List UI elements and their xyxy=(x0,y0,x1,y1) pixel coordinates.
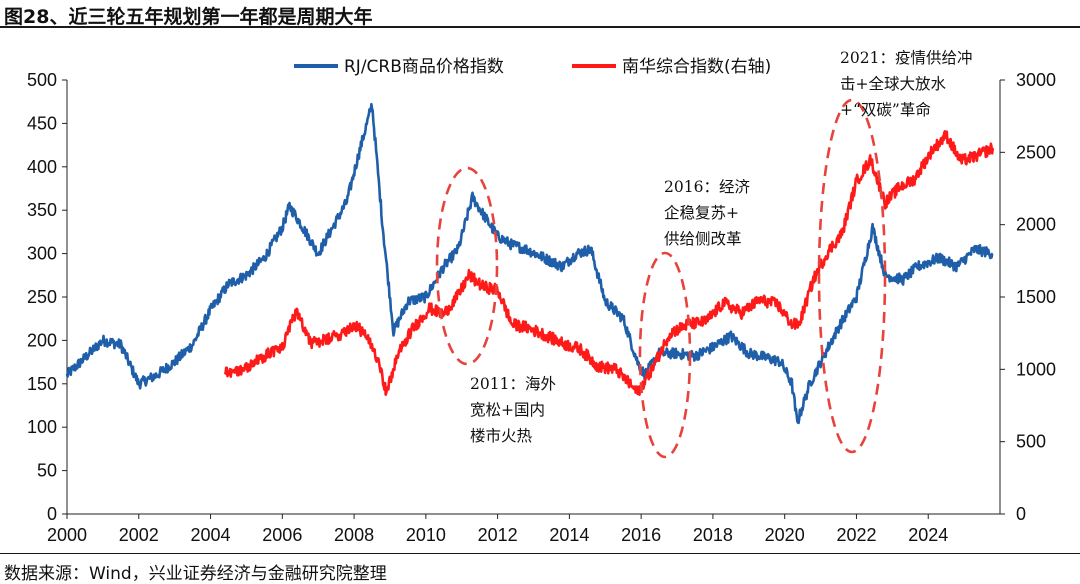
legend-label: 南华综合指数(右轴) xyxy=(622,57,771,77)
y-right-tick-label: 3000 xyxy=(1016,70,1056,90)
x-tick-label: 2024 xyxy=(908,525,948,545)
y-right-tick-label: 1000 xyxy=(1016,359,1056,379)
annotation-text: 2011：海外 xyxy=(470,375,556,393)
highlight-ellipses xyxy=(435,98,887,459)
title-divider xyxy=(0,26,1080,28)
x-tick-label: 2006 xyxy=(262,525,302,545)
series-line-rj-crb xyxy=(65,102,994,425)
series-lines xyxy=(65,102,995,425)
annotation-text: +“双碳”革命 xyxy=(840,101,931,119)
annotation-text: 供给侧改革 xyxy=(664,230,742,248)
annotation-text: 企稳复苏+ xyxy=(664,204,739,222)
x-tick-label: 2004 xyxy=(191,525,231,545)
y-left-tick-label: 350 xyxy=(27,200,57,220)
y-left-tick-label: 500 xyxy=(27,70,57,90)
y-right-tick-label: 2500 xyxy=(1016,142,1056,162)
y-right-tick-label: 1500 xyxy=(1016,287,1056,307)
source-note: 数据来源：Wind，兴业证券经济与金融研究院整理 xyxy=(4,564,387,584)
x-tick-label: 2000 xyxy=(47,525,87,545)
chart-title: 图28、近三轮五年规划第一年都是周期大年 xyxy=(4,6,373,28)
y-right-tick-label: 0 xyxy=(1016,504,1026,524)
legend: RJ/CRB商品价格指数 南华综合指数(右轴) xyxy=(294,57,771,77)
y-left-tick-label: 0 xyxy=(47,504,57,524)
x-tick-label: 2020 xyxy=(765,525,805,545)
x-tick-label: 2008 xyxy=(334,525,374,545)
y-right-tick-label: 500 xyxy=(1016,432,1046,452)
y-left-tick-label: 50 xyxy=(37,461,57,481)
x-tick-label: 2002 xyxy=(119,525,159,545)
x-tick-label: 2016 xyxy=(621,525,661,545)
annotation-text: 宽松+国内 xyxy=(470,401,545,419)
annotation-text: 击+全球大放水 xyxy=(840,75,946,93)
x-tick-label: 2018 xyxy=(693,525,733,545)
annotation-text: 楼市火热 xyxy=(470,427,533,445)
y-left-tick-label: 250 xyxy=(27,287,57,307)
y-left-tick-label: 150 xyxy=(27,374,57,394)
axes: 0 50 100 150 200 250 300 350 400 450 500 0 500 1000 15… xyxy=(27,70,1056,545)
y-left-tick-label: 200 xyxy=(27,330,57,350)
x-tick-label: 2014 xyxy=(549,525,589,545)
series-line-nanhua xyxy=(223,130,995,397)
source-divider xyxy=(0,553,1080,554)
annotation-text: 2021：疫情供给冲 xyxy=(840,49,972,67)
y-right-tick-label: 2000 xyxy=(1016,215,1056,235)
y-left-tick-label: 300 xyxy=(27,244,57,264)
x-tick-label: 2022 xyxy=(836,525,876,545)
x-tick-label: 2012 xyxy=(478,525,518,545)
annotation-text: 2016：经济 xyxy=(664,178,750,196)
y-left-tick-label: 100 xyxy=(27,417,57,437)
y-left-tick-label: 400 xyxy=(27,157,57,177)
x-tick-label: 2010 xyxy=(406,525,446,545)
y-left-tick-label: 450 xyxy=(27,113,57,133)
legend-label: RJ/CRB商品价格指数 xyxy=(344,57,504,77)
highlight-ellipse xyxy=(817,98,887,454)
highlight-ellipse xyxy=(638,251,692,459)
highlight-ellipse xyxy=(435,166,499,366)
